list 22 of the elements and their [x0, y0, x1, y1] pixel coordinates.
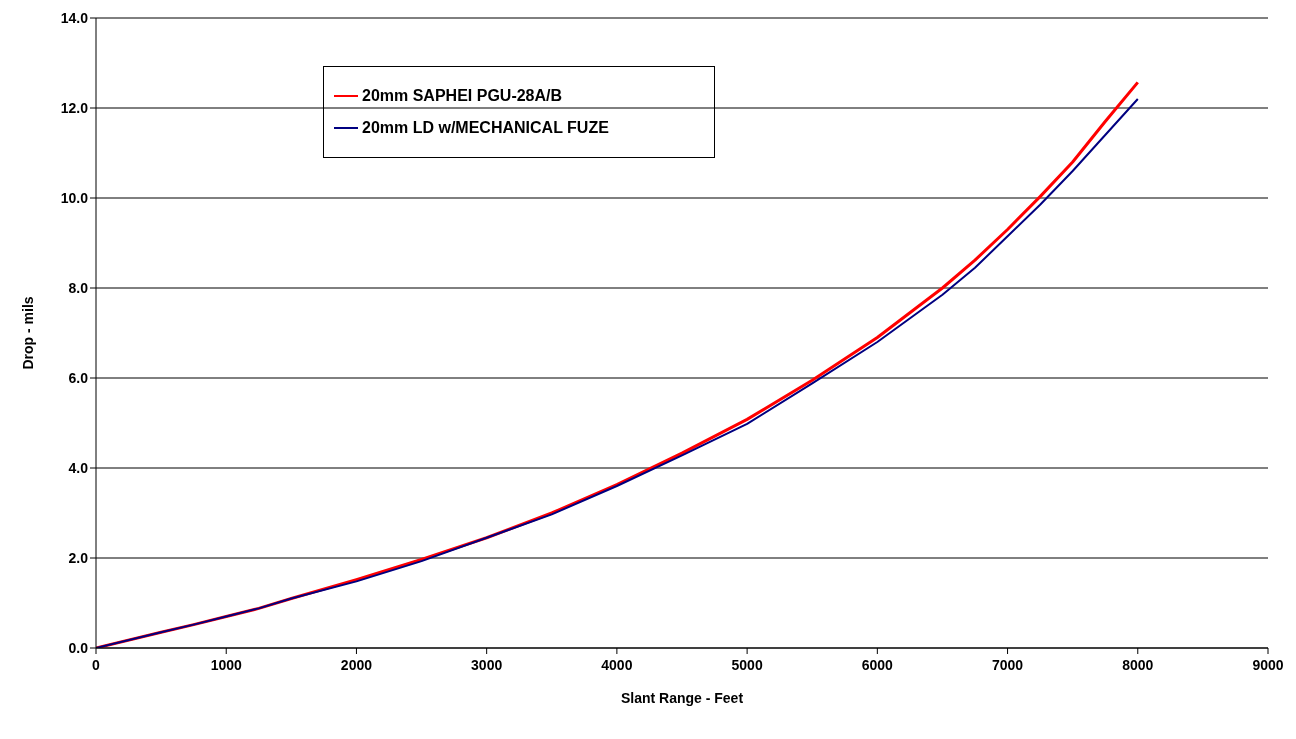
y-axis-title: Drop - mils	[19, 296, 36, 370]
y-tick-label: 6.0	[68, 369, 89, 386]
y-tick-label: 12.0	[60, 99, 89, 116]
y-tick-label: 4.0	[68, 459, 89, 476]
x-tick-label: 5000	[731, 657, 763, 673]
x-tick-label: 6000	[861, 657, 894, 673]
y-tick-label: 14.0	[60, 9, 89, 26]
y-tick-label: 0.0	[68, 639, 89, 656]
x-tick-label: 2000	[340, 657, 373, 673]
legend-label: 20mm LD w/MECHANICAL FUZE	[362, 119, 609, 137]
y-tick-label: 10.0	[60, 189, 89, 206]
legend-label: 20mm SAPHEI PGU-28A/B	[362, 87, 563, 105]
x-tick-label: 9000	[1252, 657, 1284, 673]
x-tick-label: 1000	[210, 657, 242, 673]
y-tick-label: 8.0	[68, 279, 89, 296]
x-tick-label: 3000	[471, 657, 503, 673]
x-axis-title: Slant Range - Feet	[620, 690, 744, 706]
y-tick-label: 2.0	[68, 549, 89, 566]
x-tick-label: 7000	[991, 657, 1024, 673]
x-tick-label: 0	[92, 657, 101, 673]
x-tick-label: 4000	[601, 657, 633, 673]
x-tick-label: 8000	[1122, 657, 1154, 673]
